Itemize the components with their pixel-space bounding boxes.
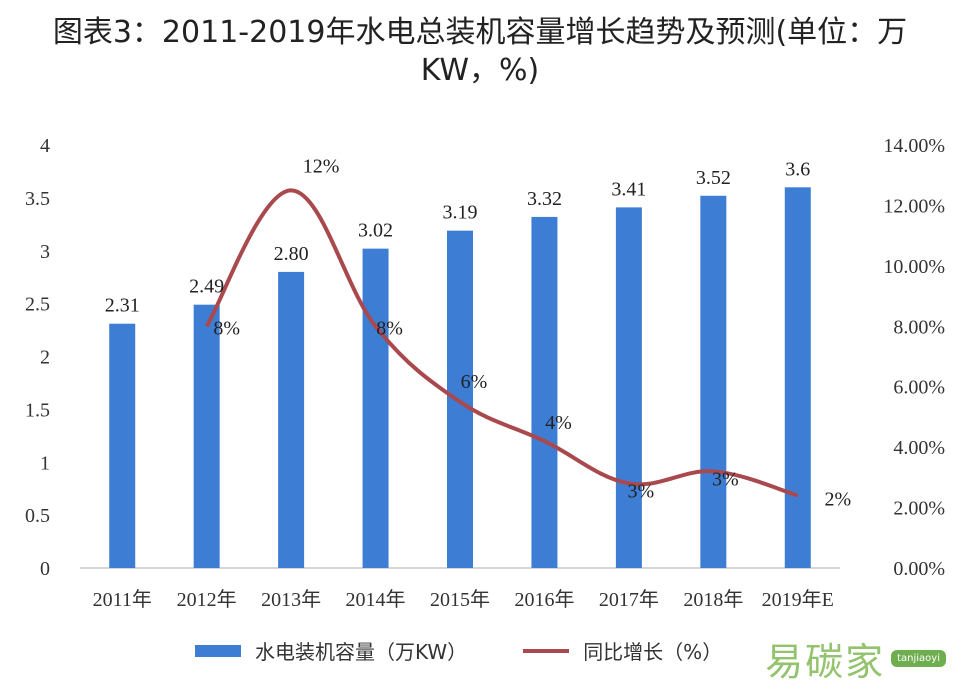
capacity-bar [193,304,220,568]
x-tick-label: 2014年 [346,588,406,611]
capacity-bar [784,187,811,569]
growth-data-label: 8% [213,317,240,339]
x-tick-label: 2015年 [430,588,490,611]
capacity-bar [447,230,473,568]
growth-line [204,188,799,498]
x-tick-label: 2018年 [683,588,743,611]
capacity-bar [109,323,136,568]
watermark-text: 易碳家 [765,640,886,684]
x-tick-label: 2017年 [599,588,659,611]
capacity-data-label: 2.80 [274,243,309,265]
growth-data-label: 3% [712,468,739,490]
bar-data-labels: 2.31 2.49 2.80 3.02 3.19 3.32 3.41 3.52 3.6 [105,158,811,316]
watermark-logo: 易碳家 tanjiaoyi [765,631,946,686]
growth-data-label: 12% [303,155,340,177]
growth-data-label: 6% [461,371,488,393]
bar-series [109,187,811,569]
left-tick-label: 1 [40,452,50,474]
x-tick-label: 2019年E [762,588,834,611]
left-tick-label: 2 [40,347,50,369]
capacity-bar [278,271,305,568]
legend-item-growth: 同比增长（%） [523,636,722,665]
capacity-bar [615,207,642,568]
left-tick-label: 2.5 [25,294,50,316]
line-series [204,188,799,498]
left-tick-label: 3 [40,241,50,263]
growth-data-label: 2% [824,488,851,510]
line-data-labels: 8% 12% 8% 6% 4% 3% 3% 2% [213,155,851,510]
capacity-data-label: 2.49 [189,276,224,298]
left-tick-label: 4 [40,135,50,157]
right-tick-label: 2.00% [893,498,945,520]
right-axis-ticks: 0.00% 2.00% 4.00% 6.00% 8.00% 10.00% 12.00% 14.… [883,135,945,580]
right-tick-label: 12.00% [883,195,945,217]
watermark-site: tanjiaoyi [891,650,946,667]
legend-label-growth: 同比增长（%） [583,640,723,664]
capacity-data-label: 3.41 [611,178,646,200]
left-tick-label: 0 [40,558,50,580]
x-axis-ticks: 2011年 2012年 2013年 2014年 2015年 2016年 2017年 2018年… [93,588,834,611]
growth-data-label: 8% [376,317,403,339]
left-axis-ticks: 0 0.5 1 1.5 2 2.5 3 3.5 4 [25,135,50,580]
growth-data-label: 3% [628,480,655,502]
legend-line-swatch [523,648,570,653]
right-tick-label: 4.00% [893,437,945,459]
x-tick-label: 2016年 [514,588,574,611]
right-tick-label: 6.00% [893,377,945,399]
capacity-data-label: 2.31 [105,295,140,317]
capacity-data-label: 3.52 [696,167,731,189]
right-tick-label: 10.00% [883,256,945,278]
capacity-data-label: 3.32 [527,188,562,210]
capacity-data-label: 3.6 [785,158,810,180]
growth-data-label: 4% [545,412,572,434]
capacity-bar [700,195,727,568]
legend-bar-swatch [195,644,241,657]
left-tick-label: 1.5 [25,399,50,421]
capacity-data-label: 3.02 [358,220,393,242]
capacity-data-label: 3.19 [443,202,478,224]
right-tick-label: 8.00% [893,316,945,338]
legend: 水电装机容量（万KW） 同比增长（%） [195,636,778,665]
left-tick-label: 0.5 [25,505,50,527]
x-tick-label: 2011年 [93,588,152,611]
legend-label-capacity: 水电装机容量（万KW） [255,640,468,664]
left-tick-label: 3.5 [25,188,50,210]
chart-title: 图表3：2011-2019年水电总装机容量增长趋势及预测(单位：万KW，%) [52,15,908,88]
right-tick-label: 0.00% [893,558,945,580]
right-tick-label: 14.00% [883,135,945,157]
capacity-bar [531,216,558,568]
capacity-bar [362,248,389,568]
legend-item-capacity: 水电装机容量（万KW） [195,636,467,665]
x-tick-label: 2012年 [177,588,237,611]
x-tick-label: 2013年 [261,588,321,611]
